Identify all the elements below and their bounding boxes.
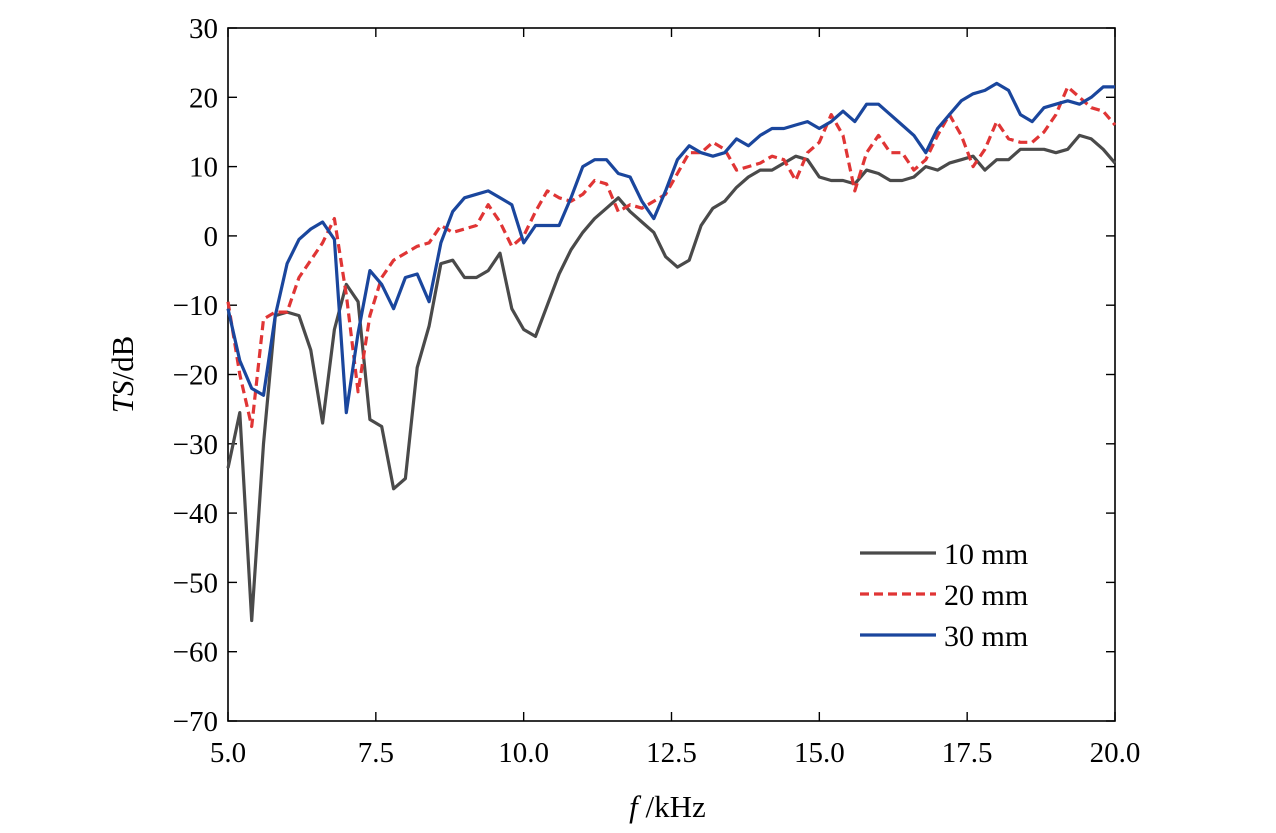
x-axis-label: f /kHz bbox=[629, 789, 706, 824]
y-tick-label: 30 bbox=[189, 13, 218, 45]
x-tick-label: 7.5 bbox=[358, 737, 394, 769]
y-tick-label: −50 bbox=[173, 567, 218, 599]
legend: 10 mm 20 mm 30 mm bbox=[860, 538, 1028, 653]
y-tick-label: 0 bbox=[204, 221, 219, 253]
legend-label: 10 mm bbox=[944, 538, 1028, 571]
plot-frame bbox=[228, 28, 1115, 721]
y-tick-label: −70 bbox=[173, 706, 218, 738]
legend-label: 20 mm bbox=[944, 579, 1028, 612]
x-tick-label: 20.0 bbox=[1090, 737, 1141, 769]
y-tick-label: −30 bbox=[173, 429, 218, 461]
y-tick-label: −20 bbox=[173, 360, 218, 392]
y-tick-label: −10 bbox=[173, 290, 218, 322]
x-tick-label: 5.0 bbox=[210, 737, 246, 769]
x-tick-label: 12.5 bbox=[646, 737, 697, 769]
chart: 5.0 7.5 10.0 12.5 15.0 17.5 20.0 30 20 10 0 −10 −20 −… bbox=[0, 0, 1276, 833]
x-tick-label: 17.5 bbox=[942, 737, 993, 769]
series-line-20-mm bbox=[228, 87, 1115, 427]
y-tick-label: 10 bbox=[189, 152, 218, 184]
series-line-30-mm bbox=[228, 83, 1115, 412]
legend-label: 30 mm bbox=[944, 620, 1028, 653]
y-axis-label: TS/dB bbox=[105, 336, 140, 414]
y-tick-label: −60 bbox=[173, 637, 218, 669]
x-tick-label: 10.0 bbox=[498, 737, 549, 769]
x-tick-label: 15.0 bbox=[794, 737, 845, 769]
y-tick-label: 20 bbox=[189, 82, 218, 114]
y-tick-label: −40 bbox=[173, 498, 218, 530]
